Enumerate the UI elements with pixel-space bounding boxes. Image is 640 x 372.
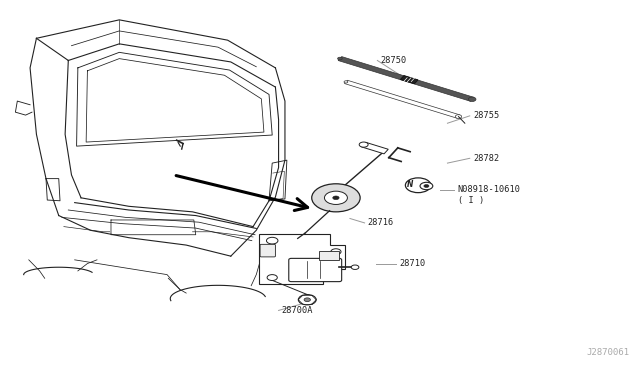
Text: ( I ): ( I ) (458, 196, 484, 205)
Polygon shape (259, 234, 346, 284)
Text: J2870061: J2870061 (586, 347, 629, 357)
Text: 28755: 28755 (473, 111, 499, 121)
Circle shape (424, 185, 429, 187)
Polygon shape (319, 251, 339, 260)
Circle shape (333, 196, 339, 200)
Circle shape (331, 249, 341, 255)
Polygon shape (401, 76, 418, 84)
Circle shape (304, 298, 310, 302)
Polygon shape (344, 80, 460, 118)
Text: 28716: 28716 (368, 218, 394, 227)
Circle shape (405, 178, 431, 193)
Text: 28750: 28750 (381, 56, 407, 65)
Circle shape (420, 182, 433, 190)
Text: 28700A: 28700A (282, 306, 313, 315)
Circle shape (338, 57, 342, 60)
Circle shape (468, 97, 476, 102)
Circle shape (359, 142, 368, 147)
Polygon shape (338, 57, 474, 101)
Text: 28710: 28710 (399, 259, 426, 268)
Circle shape (267, 275, 277, 280)
Text: N08918-10610: N08918-10610 (458, 185, 521, 194)
Circle shape (298, 295, 316, 305)
Circle shape (351, 265, 359, 269)
FancyArrowPatch shape (178, 142, 180, 146)
Text: N: N (407, 180, 413, 189)
Circle shape (266, 237, 278, 244)
FancyBboxPatch shape (260, 244, 275, 257)
Circle shape (344, 81, 348, 83)
Polygon shape (362, 142, 388, 154)
Text: 28782: 28782 (473, 154, 499, 163)
Circle shape (455, 115, 461, 118)
Circle shape (324, 191, 348, 205)
FancyBboxPatch shape (289, 259, 342, 282)
Circle shape (312, 184, 360, 212)
